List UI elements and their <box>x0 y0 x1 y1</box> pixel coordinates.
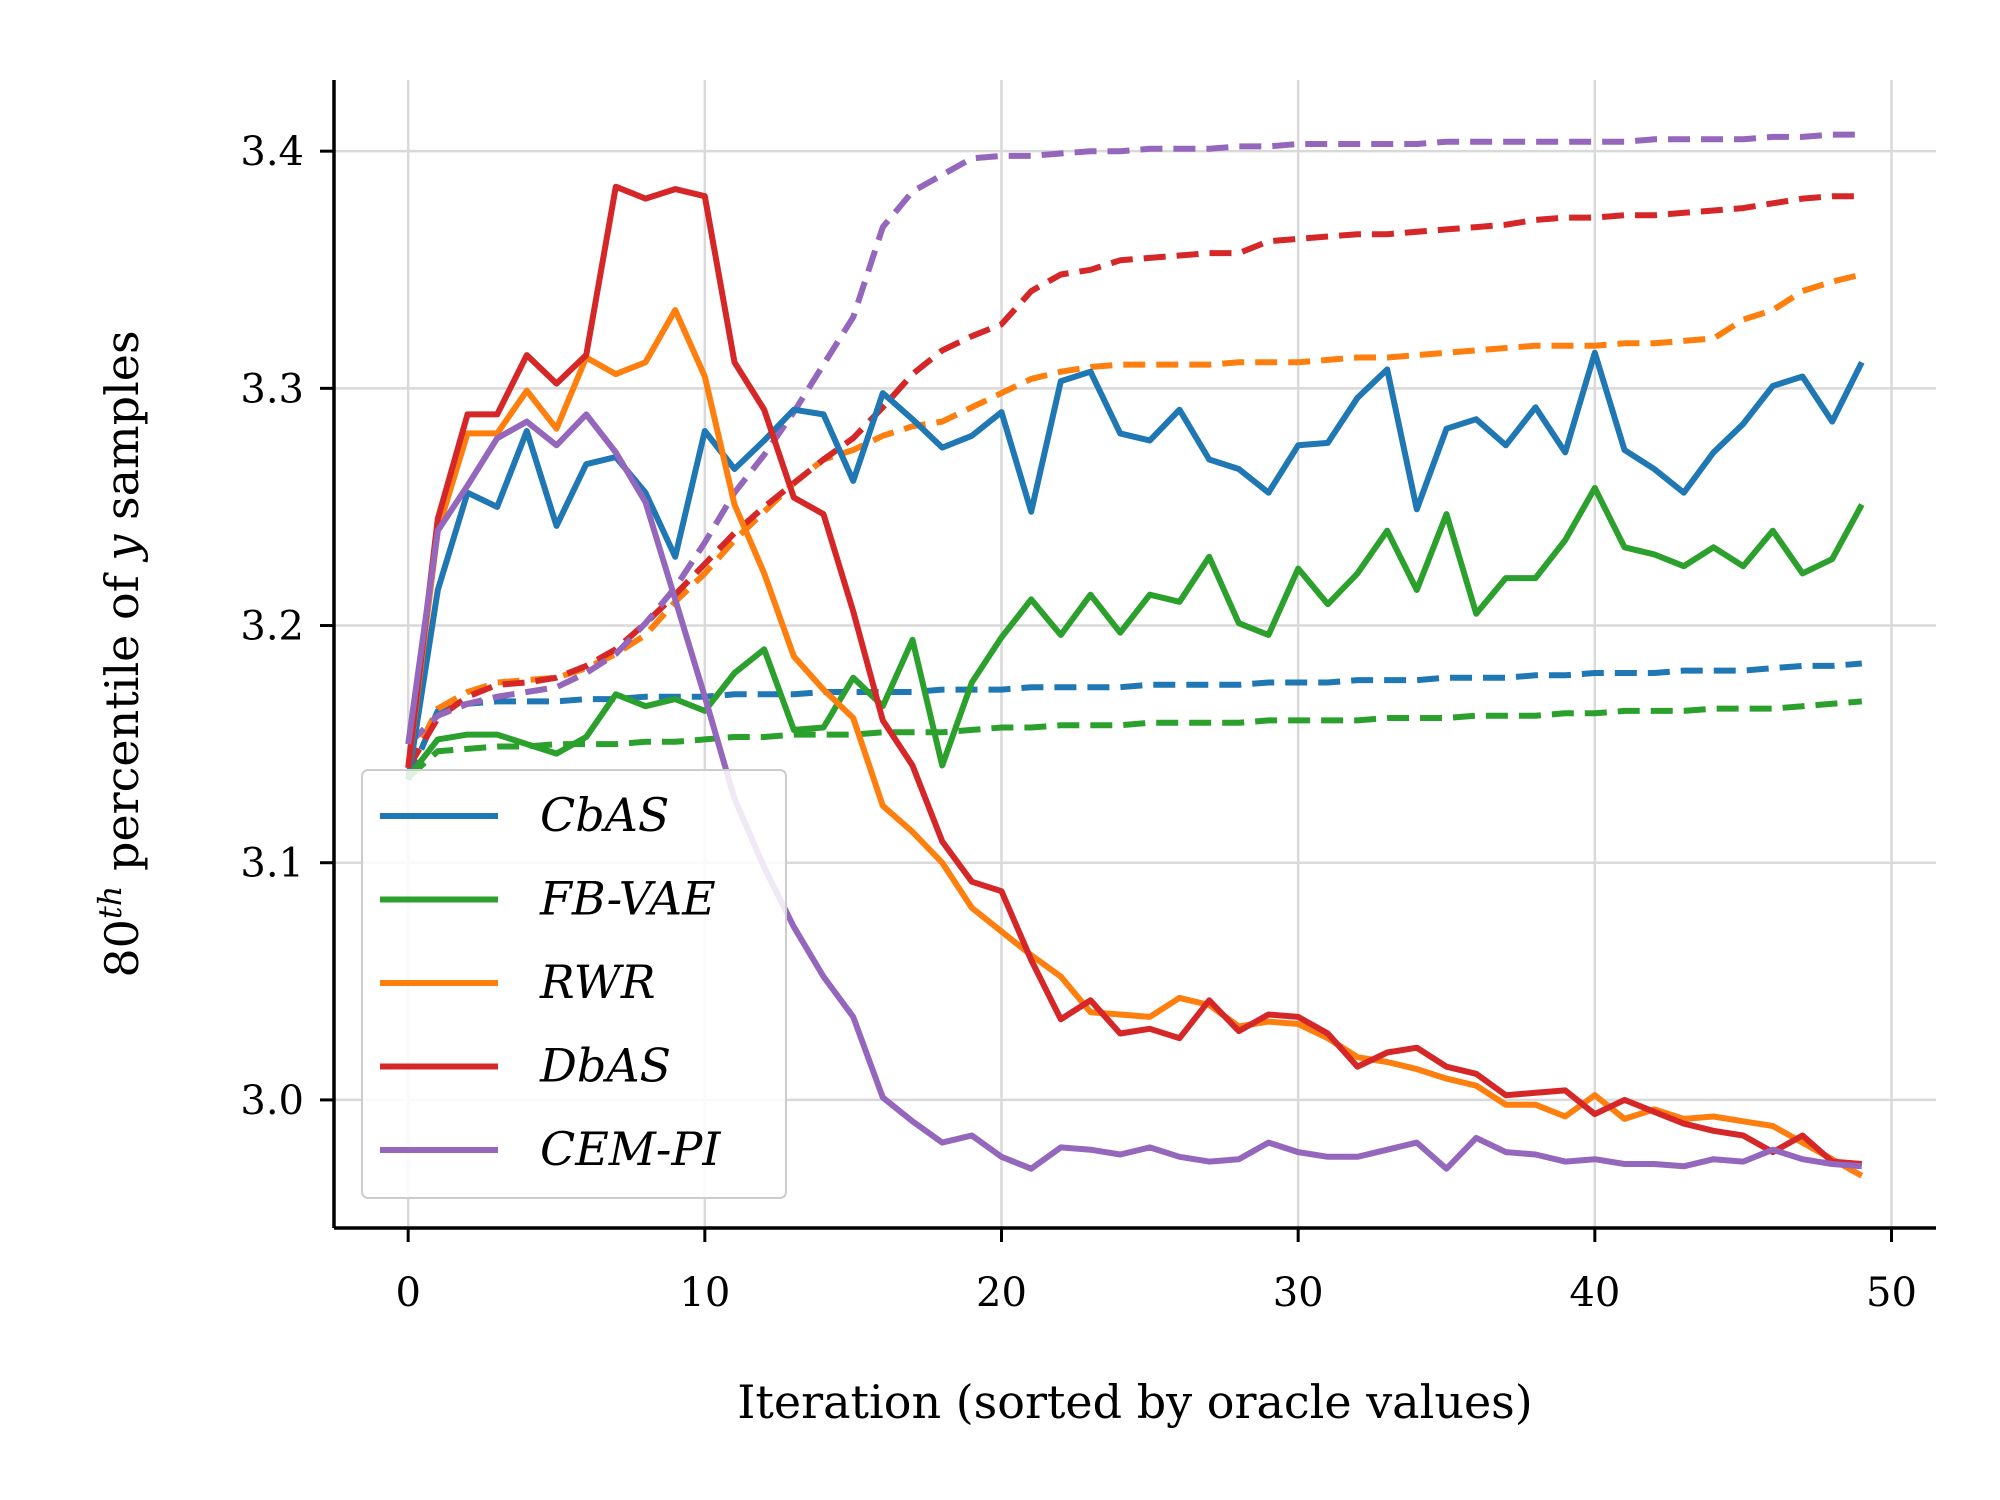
y-axis-label-middle: percentile of <box>95 561 149 886</box>
x-tick-label: 10 <box>679 1270 730 1316</box>
series-line-rwr-dashed <box>405 271 1863 770</box>
legend: CbAS FB-VAE RWR DbAS CEM-PI <box>361 769 787 1199</box>
legend-label-cbas: CbAS <box>540 788 669 842</box>
series-line-cem-pi-dashed <box>406 131 1862 747</box>
series-line-fb-vae <box>405 485 1865 780</box>
series-line-rwr <box>405 307 1864 1179</box>
legend-label-rwr: RWR <box>539 955 656 1009</box>
x-axis-label: Iteration (sorted by oracle values) <box>737 1375 1532 1429</box>
legend-label-fb-vae: FB-VAE <box>539 872 716 926</box>
series-line-cbas <box>405 349 1865 781</box>
y-tick-label: 3.1 <box>240 841 304 887</box>
y-axis-label-base: 80 <box>95 919 149 978</box>
y-axis-label-superscript: th <box>91 886 129 919</box>
y-tick-label: 3.4 <box>240 129 304 175</box>
x-tick-label: 30 <box>1273 1270 1324 1316</box>
x-tick-label: 50 <box>1866 1270 1917 1316</box>
x-tick-label: 0 <box>395 1270 420 1316</box>
y-tick-label: 3.3 <box>240 366 304 412</box>
series-layer <box>405 131 1865 1179</box>
x-tick-label: 40 <box>1569 1270 1620 1316</box>
y-axis-label-variable: y <box>95 534 149 563</box>
series-line-dbas <box>405 183 1863 1167</box>
y-axis-ticks: 3.0 3.1 3.2 3.3 3.4 <box>240 129 334 1124</box>
series-line-cem-pi <box>405 411 1863 1172</box>
series-line-dbas-dashed <box>405 193 1862 770</box>
legend-label-cem-pi: CEM-PI <box>540 1122 721 1176</box>
y-axis-label-end: samples <box>95 330 149 534</box>
y-axis-label: 80th percentile of y samples <box>91 330 149 977</box>
legend-label-dbas: DbAS <box>539 1039 671 1093</box>
y-tick-label: 3.0 <box>240 1078 304 1124</box>
y-tick-label: 3.2 <box>240 604 304 650</box>
x-tick-label: 20 <box>976 1270 1027 1316</box>
series-line-fb-vae-dashed <box>406 698 1863 780</box>
legend-box <box>361 769 787 1199</box>
x-axis-ticks: 0 10 20 30 40 50 <box>395 1228 1917 1316</box>
series-line-cbas-dashed <box>405 660 1863 781</box>
